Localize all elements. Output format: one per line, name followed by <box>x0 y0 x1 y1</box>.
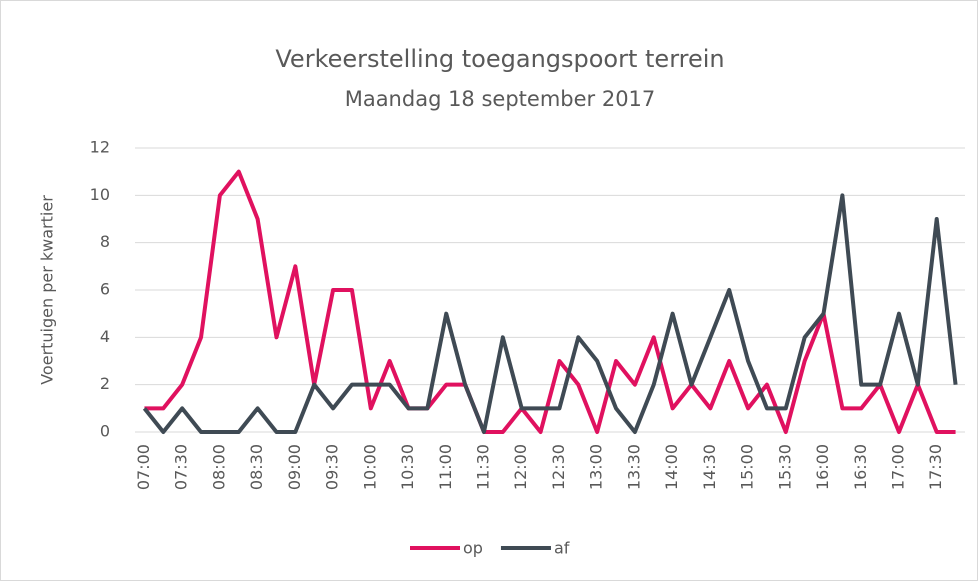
y-tick-label: 8 <box>100 232 110 251</box>
data-line <box>144 169 956 434</box>
chart-title: Verkeerstelling toegangspoort terrein <box>275 45 724 73</box>
x-tick-label: 13:00 <box>587 444 606 490</box>
x-tick-label: 17:30 <box>926 444 945 490</box>
x-tick-label: 07:30 <box>172 444 191 490</box>
x-tick-label: 15:00 <box>738 444 757 490</box>
x-tick-label: 12:30 <box>549 444 568 490</box>
x-tick-label: 14:30 <box>700 444 719 490</box>
data-line <box>142 193 958 434</box>
y-tick-label: 10 <box>90 185 110 204</box>
x-tick-label: 08:30 <box>247 444 266 490</box>
y-axis-label: Voertuigen per kwartier <box>38 195 57 385</box>
x-tick-label: 12:00 <box>511 444 530 490</box>
y-tick-label: 2 <box>100 374 110 393</box>
y-tick-label: 12 <box>90 138 110 157</box>
x-tick-label: 11:00 <box>436 444 455 490</box>
x-tick-label: 14:00 <box>662 444 681 490</box>
x-tick-label: 07:00 <box>134 444 153 490</box>
x-tick-label: 10:30 <box>398 444 417 490</box>
chart-subtitle: Maandag 18 september 2017 <box>345 87 656 111</box>
x-tick-label: 15:30 <box>775 444 794 490</box>
x-tick-label: 17:00 <box>888 444 907 490</box>
y-tick-label: 4 <box>100 327 110 346</box>
x-tick-label: 16:30 <box>851 444 870 490</box>
x-tick-label: 08:00 <box>209 444 228 490</box>
legend-label: op <box>463 539 483 558</box>
x-tick-label: 10:00 <box>360 444 379 490</box>
y-tick-label: 0 <box>100 422 110 441</box>
y-tick-label: 6 <box>100 280 110 299</box>
x-tick-label: 13:30 <box>624 444 643 490</box>
x-tick-label: 09:30 <box>323 444 342 490</box>
x-tick-label: 16:00 <box>813 444 832 490</box>
x-tick-label: 09:00 <box>285 444 304 490</box>
legend-label: af <box>554 539 570 558</box>
x-tick-label: 11:30 <box>473 444 492 490</box>
